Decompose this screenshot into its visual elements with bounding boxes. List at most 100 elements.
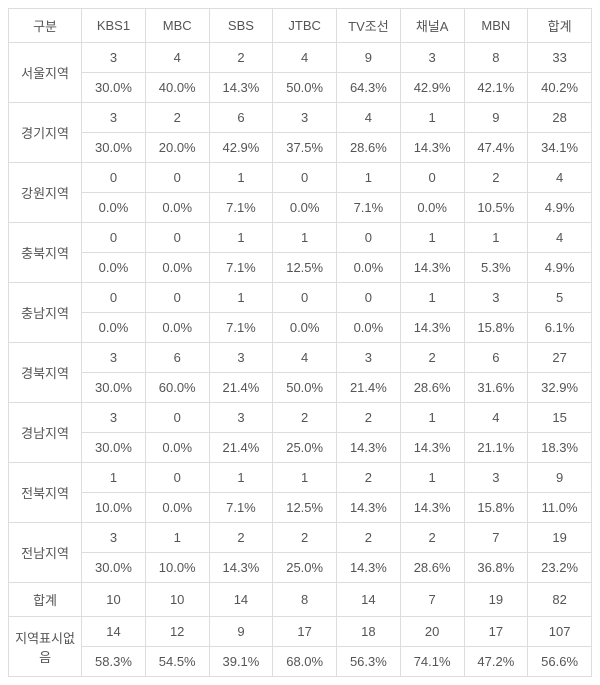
col-header: MBN bbox=[464, 9, 528, 43]
cell-pct: 25.0% bbox=[273, 433, 337, 463]
cell-pct: 14.3% bbox=[400, 133, 464, 163]
cell-pct: 6.1% bbox=[528, 313, 592, 343]
cell-count: 3 bbox=[400, 43, 464, 73]
cell-pct: 30.0% bbox=[82, 433, 146, 463]
table-row: 0.0%0.0%7.1%0.0%7.1%0.0%10.5%4.9% bbox=[9, 193, 592, 223]
cell-pct: 14.3% bbox=[400, 433, 464, 463]
cell-count: 1 bbox=[209, 283, 273, 313]
data-table: 구분KBS1MBCSBSJTBCTV조선채널AMBN합계 서울지역3424938… bbox=[8, 8, 592, 677]
cell-count: 4 bbox=[273, 343, 337, 373]
cell-pct: 14.3% bbox=[209, 73, 273, 103]
cell-pct: 14.3% bbox=[400, 493, 464, 523]
cell-count: 1 bbox=[145, 523, 209, 553]
cell-pct: 21.4% bbox=[209, 433, 273, 463]
cell-pct: 56.6% bbox=[528, 647, 592, 677]
cell-pct: 42.1% bbox=[464, 73, 528, 103]
cell-pct: 31.6% bbox=[464, 373, 528, 403]
cell-pct: 47.4% bbox=[464, 133, 528, 163]
cell-count: 3 bbox=[82, 343, 146, 373]
cell-count: 4 bbox=[464, 403, 528, 433]
cell-pct: 30.0% bbox=[82, 553, 146, 583]
cell-pct: 7.1% bbox=[337, 193, 401, 223]
col-header: 합계 bbox=[528, 9, 592, 43]
cell-count: 4 bbox=[145, 43, 209, 73]
cell-count: 2 bbox=[400, 343, 464, 373]
cell-pct: 64.3% bbox=[337, 73, 401, 103]
totals-row: 합계10101481471982 bbox=[9, 583, 592, 617]
cell-pct: 68.0% bbox=[273, 647, 337, 677]
cell-pct: 60.0% bbox=[145, 373, 209, 403]
cell-count: 2 bbox=[400, 523, 464, 553]
cell-count: 3 bbox=[82, 523, 146, 553]
cell-count: 17 bbox=[464, 617, 528, 647]
cell-count: 0 bbox=[145, 163, 209, 193]
cell-total: 10 bbox=[145, 583, 209, 617]
cell-pct: 0.0% bbox=[82, 193, 146, 223]
col-header: JTBC bbox=[273, 9, 337, 43]
cell-count: 6 bbox=[145, 343, 209, 373]
table-row: 충남지역00100135 bbox=[9, 283, 592, 313]
cell-count: 2 bbox=[337, 463, 401, 493]
table-row: 30.0%40.0%14.3%50.0%64.3%42.9%42.1%40.2% bbox=[9, 73, 592, 103]
cell-count: 1 bbox=[464, 223, 528, 253]
row-header: 경남지역 bbox=[9, 403, 82, 463]
cell-count: 9 bbox=[528, 463, 592, 493]
cell-pct: 14.3% bbox=[400, 313, 464, 343]
cell-count: 19 bbox=[528, 523, 592, 553]
cell-count: 3 bbox=[464, 283, 528, 313]
cell-total: 7 bbox=[400, 583, 464, 617]
table-row: 30.0%60.0%21.4%50.0%21.4%28.6%31.6%32.9% bbox=[9, 373, 592, 403]
row-header: 충남지역 bbox=[9, 283, 82, 343]
cell-pct: 0.0% bbox=[145, 253, 209, 283]
col-header-label: 구분 bbox=[9, 9, 82, 43]
cell-count: 2 bbox=[209, 523, 273, 553]
table-head: 구분KBS1MBCSBSJTBCTV조선채널AMBN합계 bbox=[9, 9, 592, 43]
cell-count: 0 bbox=[273, 283, 337, 313]
table-row: 충북지역00110114 bbox=[9, 223, 592, 253]
cell-pct: 0.0% bbox=[145, 313, 209, 343]
cell-count: 1 bbox=[400, 103, 464, 133]
cell-pct: 21.4% bbox=[209, 373, 273, 403]
cell-pct: 20.0% bbox=[145, 133, 209, 163]
cell-total: 82 bbox=[528, 583, 592, 617]
cell-count: 2 bbox=[145, 103, 209, 133]
cell-pct: 0.0% bbox=[400, 193, 464, 223]
table-row: 10.0%0.0%7.1%12.5%14.3%14.3%15.8%11.0% bbox=[9, 493, 592, 523]
cell-count: 3 bbox=[209, 343, 273, 373]
cell-count: 3 bbox=[82, 43, 146, 73]
cell-pct: 32.9% bbox=[528, 373, 592, 403]
cell-count: 107 bbox=[528, 617, 592, 647]
cell-total: 10 bbox=[82, 583, 146, 617]
cell-total: 8 bbox=[273, 583, 337, 617]
cell-pct: 7.1% bbox=[209, 493, 273, 523]
cell-pct: 58.3% bbox=[82, 647, 146, 677]
cell-pct: 18.3% bbox=[528, 433, 592, 463]
cell-pct: 12.5% bbox=[273, 493, 337, 523]
cell-pct: 14.3% bbox=[337, 433, 401, 463]
cell-pct: 28.6% bbox=[400, 553, 464, 583]
cell-count: 1 bbox=[400, 403, 464, 433]
cell-pct: 54.5% bbox=[145, 647, 209, 677]
cell-pct: 0.0% bbox=[273, 313, 337, 343]
cell-count: 3 bbox=[82, 403, 146, 433]
cell-pct: 0.0% bbox=[337, 313, 401, 343]
cell-count: 2 bbox=[273, 403, 337, 433]
cell-pct: 50.0% bbox=[273, 73, 337, 103]
cell-count: 0 bbox=[400, 163, 464, 193]
table-row: 0.0%0.0%7.1%12.5%0.0%14.3%5.3%4.9% bbox=[9, 253, 592, 283]
table-row: 경남지역303221415 bbox=[9, 403, 592, 433]
cell-count: 33 bbox=[528, 43, 592, 73]
cell-total: 14 bbox=[209, 583, 273, 617]
cell-pct: 30.0% bbox=[82, 133, 146, 163]
cell-count: 0 bbox=[337, 223, 401, 253]
cell-count: 3 bbox=[337, 343, 401, 373]
cell-count: 1 bbox=[209, 223, 273, 253]
cell-count: 2 bbox=[337, 403, 401, 433]
cell-count: 27 bbox=[528, 343, 592, 373]
cell-pct: 28.6% bbox=[400, 373, 464, 403]
cell-count: 0 bbox=[145, 223, 209, 253]
cell-count: 7 bbox=[464, 523, 528, 553]
table-row: 30.0%0.0%21.4%25.0%14.3%14.3%21.1%18.3% bbox=[9, 433, 592, 463]
cell-count: 1 bbox=[400, 463, 464, 493]
cell-pct: 14.3% bbox=[209, 553, 273, 583]
